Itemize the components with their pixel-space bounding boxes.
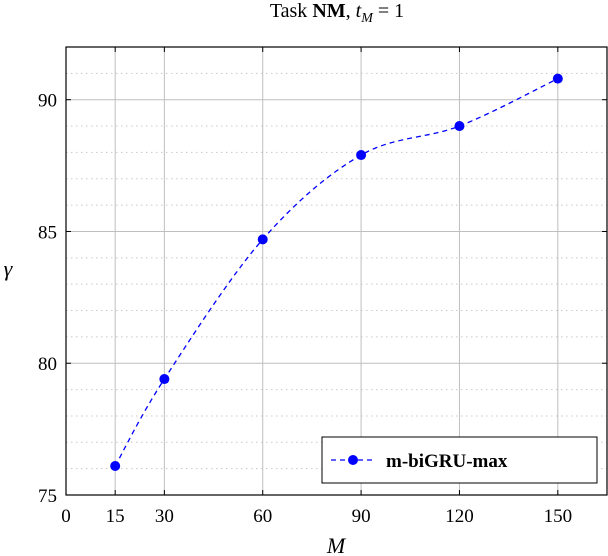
grid	[66, 47, 607, 495]
data-point	[454, 121, 465, 132]
x-axis-label: M	[326, 533, 347, 556]
x-tick-label: 0	[61, 506, 71, 527]
title-comma: ,	[346, 0, 356, 22]
title-prefix: Task	[270, 0, 312, 22]
x-tick-label: 60	[253, 506, 272, 527]
y-tick-label: 80	[38, 354, 57, 375]
data-point	[257, 234, 268, 245]
legend: m-biGRU-max	[321, 436, 598, 484]
x-tick-label: 120	[445, 506, 474, 527]
y-tick-label: 85	[38, 222, 57, 243]
data-point	[356, 150, 367, 161]
plot-frame	[65, 46, 608, 496]
x-tick-label: 15	[106, 506, 125, 527]
data-point	[110, 461, 121, 472]
series-line	[114, 78, 559, 467]
chart-title: Task NM, tM = 1	[270, 0, 404, 26]
y-tick-label: 75	[38, 486, 57, 507]
title-task-name: NM	[312, 0, 345, 22]
y-axis-label: γ	[4, 256, 14, 281]
legend-label: m-biGRU-max	[386, 451, 508, 472]
title-variable: t	[356, 0, 362, 22]
x-tick-label: 150	[544, 506, 573, 527]
x-tick-label: 30	[155, 506, 174, 527]
x-tick-label: 90	[352, 506, 371, 527]
y-tick-label: 90	[38, 91, 57, 112]
data-point	[552, 73, 563, 84]
title-equals: = 1	[373, 0, 404, 22]
plot-area	[110, 73, 563, 472]
data-point	[159, 374, 170, 385]
legend-marker	[348, 455, 358, 465]
title-subscript: M	[360, 11, 374, 26]
axis-ticks: 0 15 30 60 90 120 150 75 80 85 90	[38, 47, 607, 527]
